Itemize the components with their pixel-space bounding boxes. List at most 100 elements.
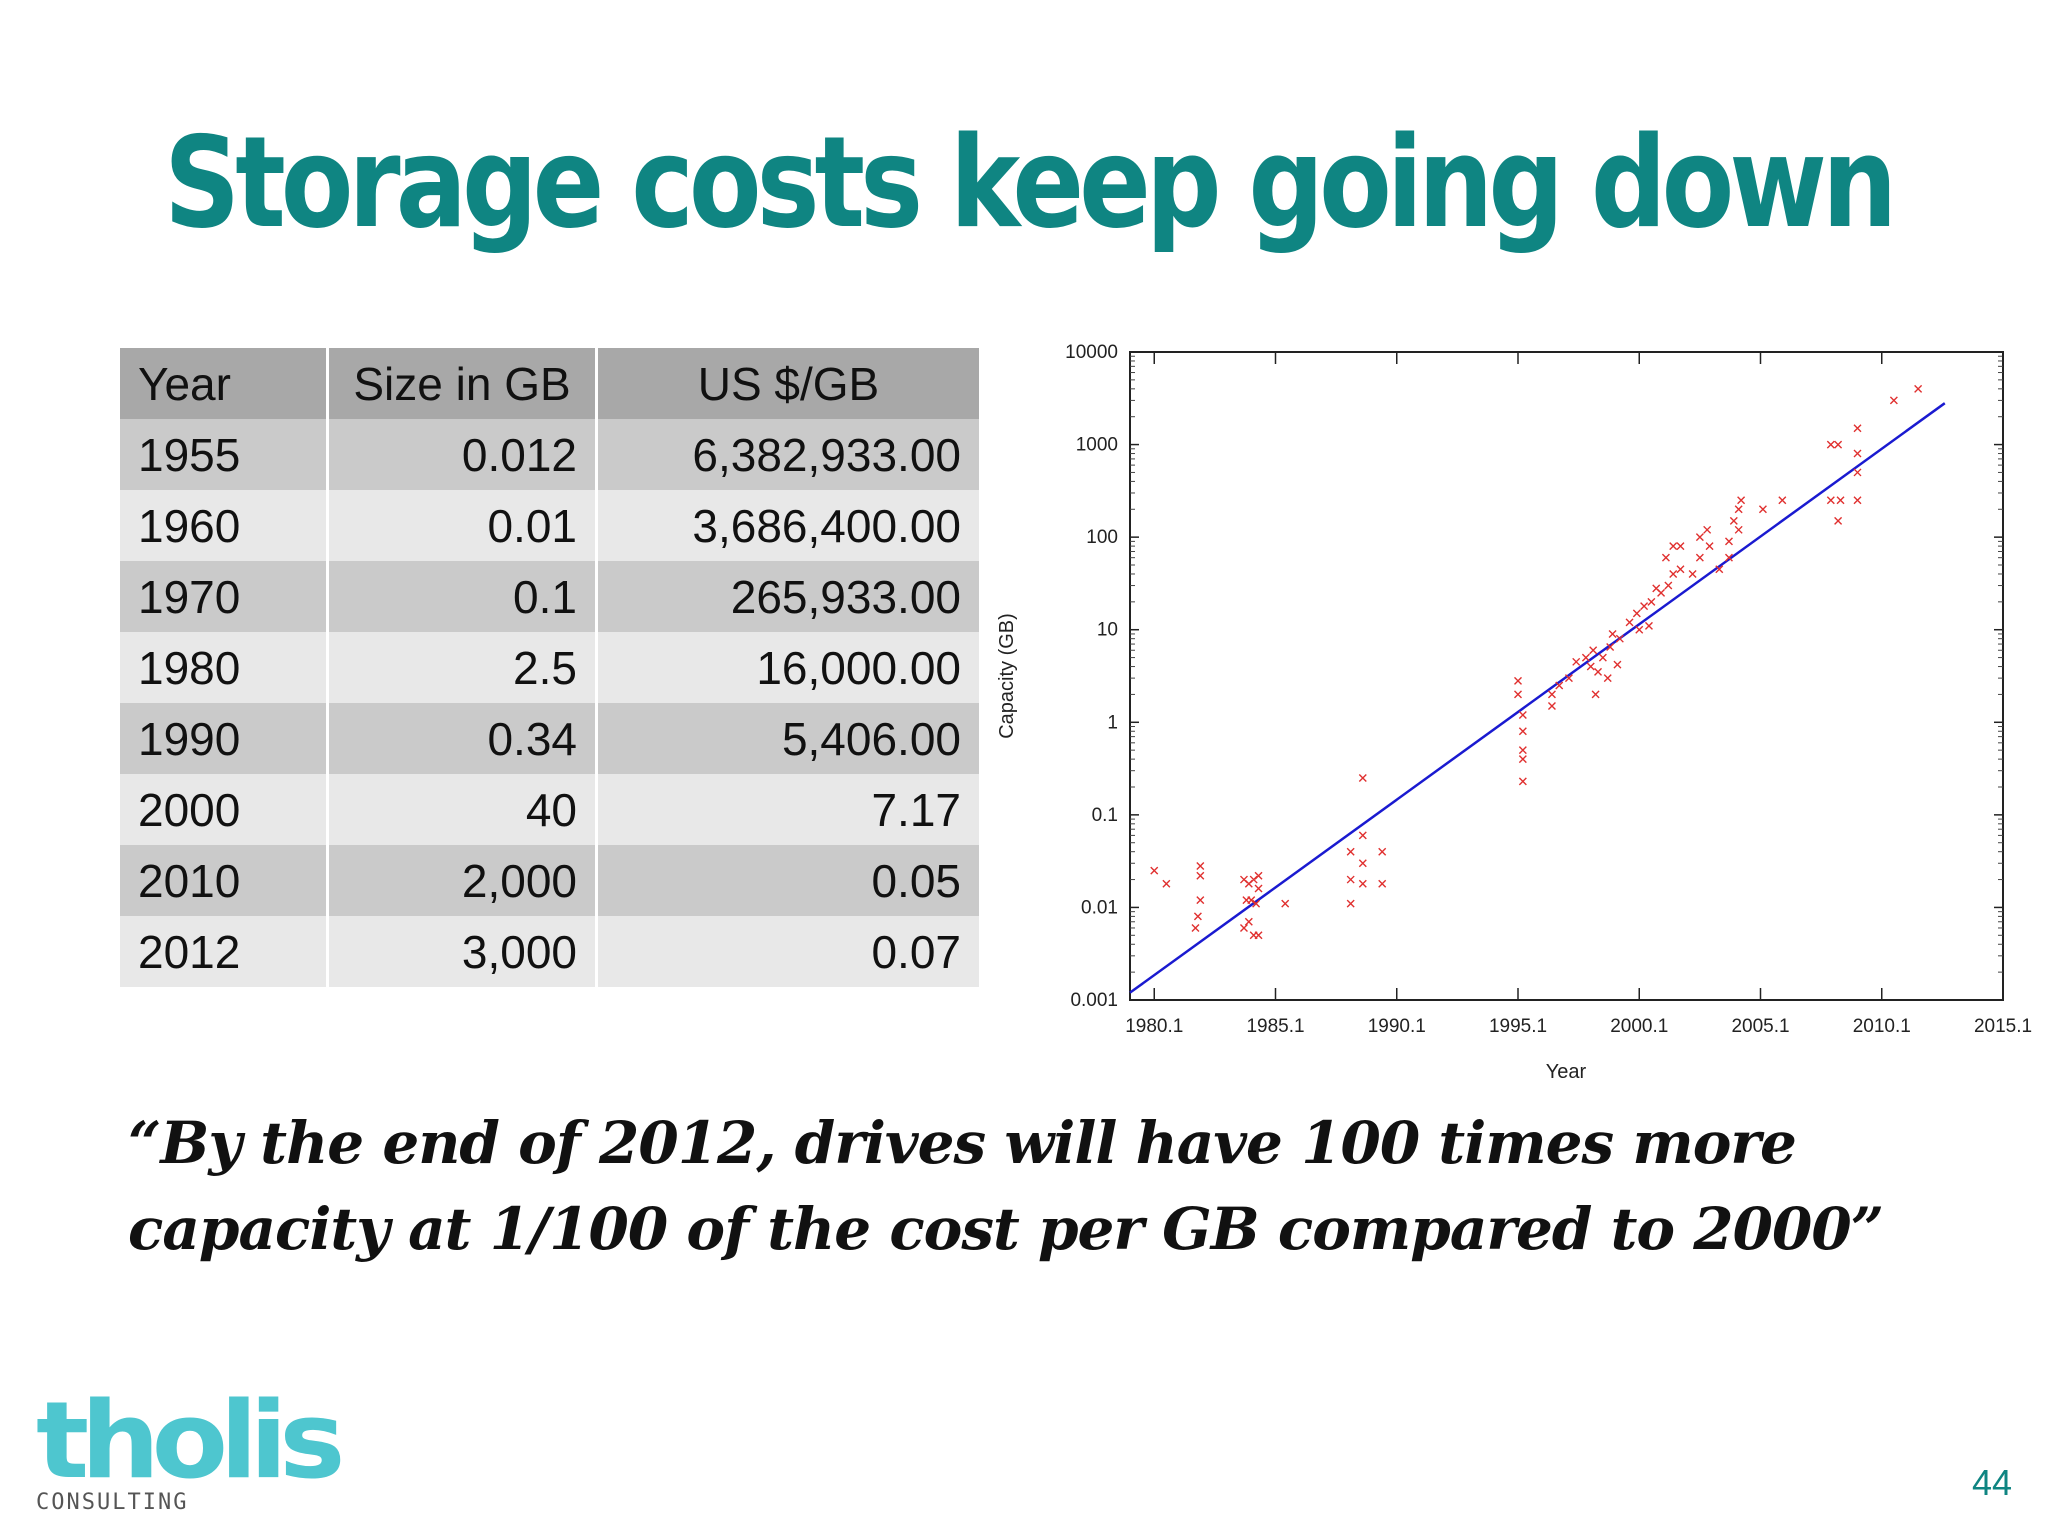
cell-year: 1960	[120, 490, 329, 561]
data-point	[1564, 674, 1573, 683]
data-point	[1514, 676, 1522, 685]
quote-text: “By the end of 2012, drives will have 10…	[128, 1100, 1948, 1272]
data-point	[1724, 537, 1733, 546]
cell-size: 40	[327, 774, 598, 845]
table-row: 1955 0.012 6,382,933.00	[120, 419, 982, 490]
table-row: 2010 2,000 0.05	[120, 845, 982, 916]
data-point	[1664, 581, 1673, 590]
data-point	[1657, 588, 1666, 597]
y-tick-labels: 0.001 0.01 0.1 1 10 100 1000 10000	[1065, 342, 1118, 1011]
data-point	[1247, 896, 1256, 905]
x-axis-label: Year	[1546, 1061, 1587, 1083]
data-point	[1715, 565, 1724, 574]
data-point	[1676, 542, 1685, 551]
cell-year: 1990	[120, 703, 329, 774]
data-point	[1358, 831, 1367, 840]
cell-price: 0.05	[596, 845, 982, 916]
data-point	[1644, 621, 1653, 630]
data-point	[1281, 899, 1290, 908]
x-tick-label: 2010.1	[1853, 1016, 1911, 1037]
cell-size: 0.1	[327, 561, 598, 632]
data-point	[1249, 875, 1258, 884]
data-point	[1196, 862, 1205, 871]
cell-size: 0.34	[327, 703, 598, 774]
table-header-row: Year Size in GB US $/GB	[120, 348, 982, 419]
data-point	[1737, 496, 1746, 505]
data-point	[1196, 871, 1205, 880]
y-tick-label: 0.01	[1081, 897, 1118, 918]
data-point	[1695, 533, 1704, 542]
data-point	[1162, 879, 1171, 888]
x-tick-label: 2005.1	[1731, 1016, 1789, 1037]
column-header-year: Year	[120, 348, 329, 419]
cell-size: 2,000	[327, 845, 598, 916]
data-point	[1826, 496, 1835, 505]
data-point	[1598, 653, 1607, 662]
major-ticks	[1130, 351, 2004, 1001]
data-point	[1378, 879, 1387, 888]
cell-price: 3,686,400.00	[596, 490, 982, 561]
table-row: 2012 3,000 0.07	[120, 916, 982, 987]
table-row: 1960 0.01 3,686,400.00	[120, 490, 982, 561]
x-tick-label: 1980.1	[1125, 1016, 1183, 1037]
quote-line-1: “By the end of 2012, drives will have 10…	[128, 1109, 1797, 1177]
data-point	[1853, 496, 1862, 505]
table-row: 1990 0.34 5,406.00	[120, 703, 982, 774]
data-point	[1346, 899, 1355, 908]
data-point	[1635, 625, 1644, 634]
cell-year: 2012	[120, 916, 329, 987]
data-point	[1514, 690, 1522, 699]
data-point	[1518, 777, 1527, 786]
data-point	[1615, 634, 1624, 643]
slide-title: Storage costs keep going down	[164, 109, 1897, 256]
data-point	[1613, 660, 1622, 669]
data-point	[1734, 525, 1743, 534]
x-tick-label: 2000.1	[1610, 1016, 1668, 1037]
data-point	[1608, 629, 1617, 638]
data-point	[1625, 618, 1634, 627]
data-point	[1853, 449, 1862, 458]
data-point	[1191, 923, 1200, 932]
data-point	[1826, 440, 1835, 449]
cell-year: 2010	[120, 845, 329, 916]
tholis-logo: tholis CONSULTING	[36, 1388, 345, 1516]
data-point	[1606, 643, 1615, 652]
data-point	[1647, 597, 1656, 606]
data-point	[1586, 662, 1595, 671]
data-point	[1661, 553, 1670, 562]
logo-tagline: CONSULTING	[36, 1490, 189, 1515]
y-tick-label: 10000	[1065, 342, 1118, 363]
cell-price: 7.17	[596, 774, 982, 845]
data-point	[1518, 710, 1527, 719]
cell-price: 265,933.00	[596, 561, 982, 632]
data-point	[1640, 602, 1649, 611]
data-point	[1346, 847, 1355, 856]
x-tick-labels: 1980.1 1985.1 1990.1 1995.1 2000.1 2005.1 2010…	[1125, 1016, 2032, 1037]
data-point	[1254, 884, 1263, 893]
data-point	[1853, 424, 1862, 433]
data-point	[1705, 542, 1714, 551]
quote-line-2: capacity at 1/100 of the cost per GB com…	[128, 1195, 1884, 1263]
column-header-size: Size in GB	[327, 348, 598, 419]
y-axis-label: Capacity (GB)	[996, 613, 1018, 739]
data-point	[1778, 496, 1787, 505]
data-point	[1358, 859, 1367, 868]
x-tick-label: 2015.1	[1974, 1016, 2032, 1037]
data-point	[1193, 912, 1202, 921]
data-point	[1518, 755, 1527, 764]
column-header-price: US $/GB	[596, 348, 982, 419]
data-point	[1150, 866, 1159, 875]
y-tick-label: 100	[1086, 527, 1118, 548]
data-point	[1914, 384, 1923, 393]
cell-year: 1955	[120, 419, 329, 490]
table-row: 2000 40 7.17	[120, 774, 982, 845]
data-point	[1581, 653, 1590, 662]
data-point	[1547, 690, 1556, 699]
data-point	[1254, 871, 1263, 880]
data-point	[1518, 746, 1527, 755]
page-number: 44	[1971, 1462, 2012, 1503]
data-point	[1252, 899, 1261, 908]
data-point	[1196, 896, 1205, 905]
data-point	[1244, 917, 1253, 926]
data-point	[1676, 565, 1685, 574]
